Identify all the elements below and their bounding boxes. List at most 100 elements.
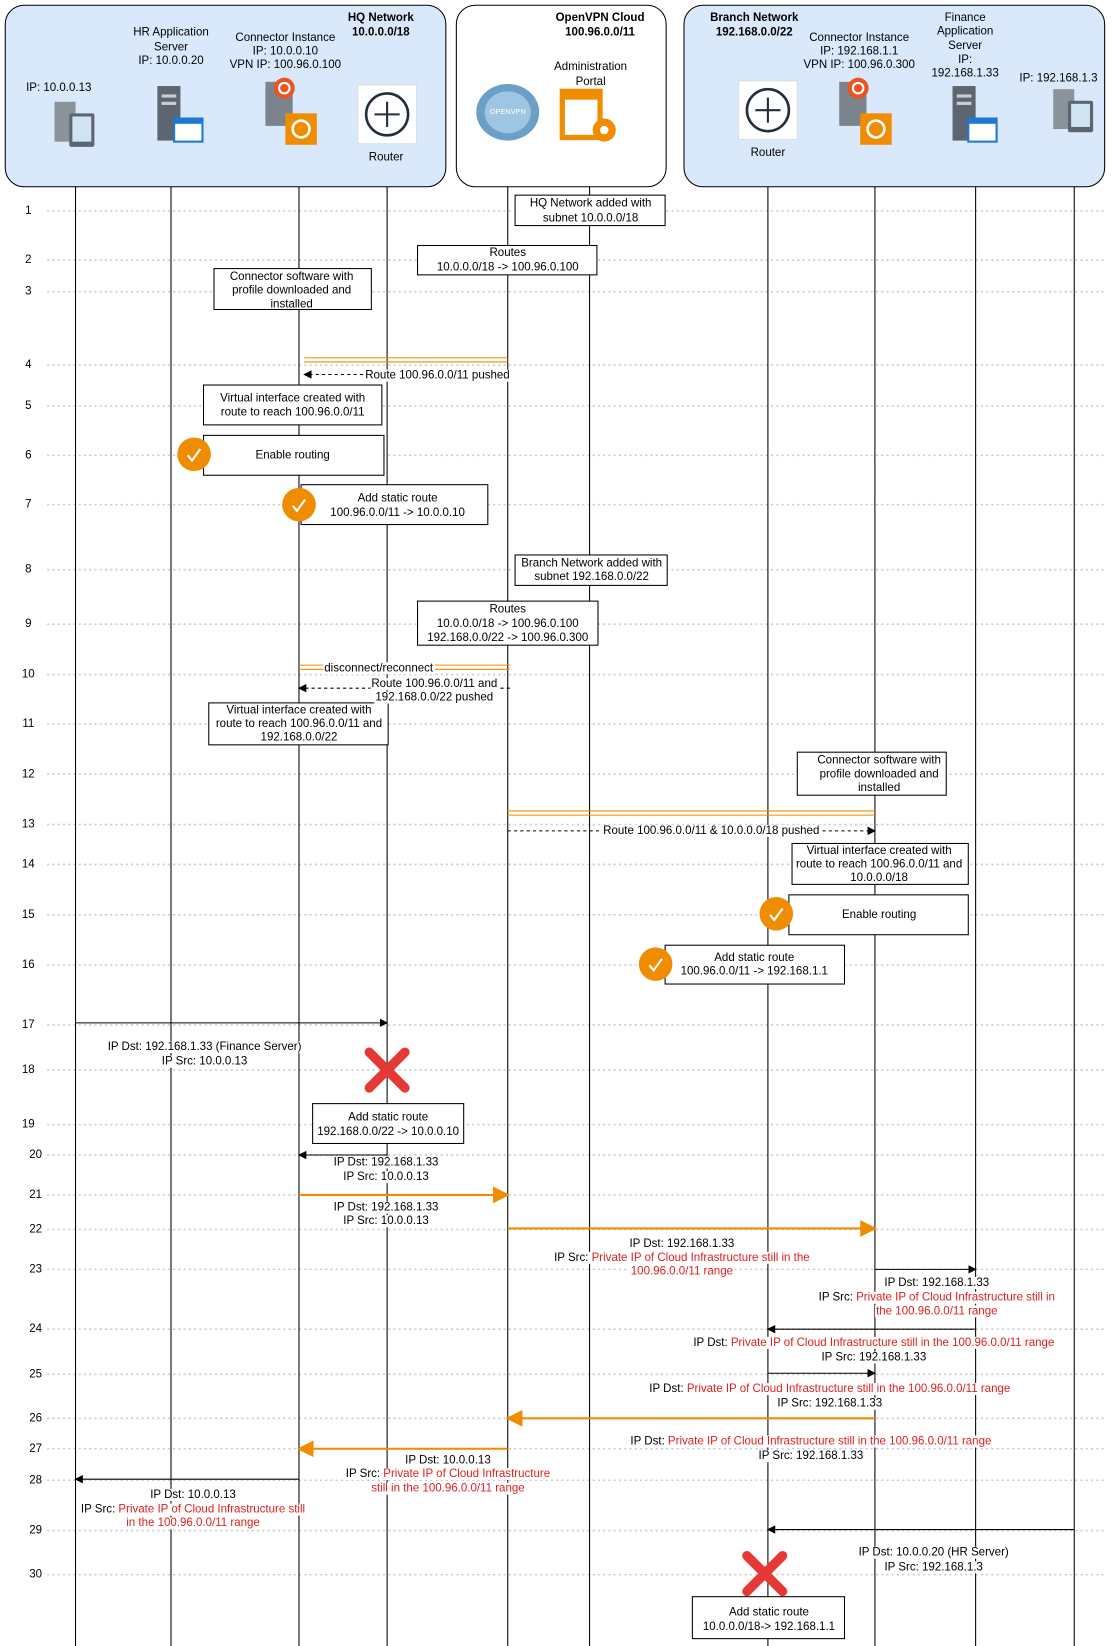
step-number: 25 [29, 1368, 42, 1380]
step-number: 22 [29, 1224, 42, 1236]
note-text: Add static route [714, 952, 794, 964]
label-background [342, 1215, 430, 1228]
note-text: Branch Network added with [521, 557, 662, 569]
message-label: IP Dst: Private IP of Cloud Infrastructur… [630, 1435, 991, 1447]
note-text: 10.0.0.0/18 -> 100.96.0.100 [437, 262, 579, 274]
step-number: 14 [22, 858, 35, 870]
note-box [691, 1596, 846, 1640]
note-box [208, 702, 389, 746]
message-label: Route 100.96.0.0/11 & 10.0.0.0/18 pushed [603, 825, 819, 837]
message-label: IP Dst: 192.168.1.33 [334, 1156, 439, 1168]
note-box [202, 434, 385, 476]
label-background [628, 1238, 736, 1251]
note-text: Add static route [729, 1606, 809, 1618]
message-label: disconnect/reconnect [324, 662, 434, 674]
label-background [820, 1351, 928, 1364]
step-number: 29 [29, 1525, 42, 1537]
label-background [374, 691, 495, 704]
note-text: subnet 192.168.0.0/22 [534, 571, 649, 583]
step-number: 8 [25, 564, 31, 576]
failure-icon [364, 1047, 410, 1093]
step-number: 23 [29, 1263, 42, 1275]
step-number: 21 [29, 1189, 42, 1201]
label-red-text: Private IP of Cloud Infrastructure still… [668, 1435, 991, 1447]
network-group [4, 4, 447, 188]
node-label: Application [937, 26, 993, 38]
note-text: route to reach 100.96.0.0/11 and [216, 718, 382, 730]
step-number: 11 [22, 718, 34, 730]
check-mark [769, 907, 784, 922]
message-label: IP Dst: 192.168.1.33 (Finance Server) [108, 1041, 302, 1053]
step-number: 30 [29, 1569, 42, 1581]
note-box [514, 194, 666, 227]
step-number: 12 [22, 768, 35, 780]
message-label: IP Src: 10.0.0.13 [162, 1056, 248, 1068]
label-text: IP Dst: [630, 1435, 664, 1447]
note-text: 100.96.0.0/11 -> 192.168.1.1 [681, 965, 828, 977]
note-text: Add static route [358, 492, 438, 504]
label-red-text: still in the 100.96.0.0/11 range [371, 1483, 524, 1495]
message-label: IP Dst: 192.168.1.33 [884, 1277, 989, 1289]
node-label: VPN IP: 100.96.0.100 [230, 59, 341, 71]
label-background [757, 1450, 865, 1463]
message-label: IP Src: Private IP of Cloud Infrastructur… [819, 1292, 1055, 1304]
node-label: IP: 10.0.0.10 [253, 45, 318, 57]
connector-icon [265, 77, 317, 145]
note-box [417, 600, 599, 646]
note-text: 192.168.0.0/22 [261, 732, 338, 744]
node-label: IP: [958, 54, 972, 66]
step-number: 16 [22, 959, 35, 971]
label-background [857, 1546, 1010, 1559]
label-background [323, 662, 435, 675]
label-background [883, 1561, 984, 1574]
note-text: Virtual interface created with [220, 393, 365, 405]
group-title: OpenVPN Cloud [556, 12, 645, 24]
message-label: still in the 100.96.0.0/11 range [371, 1483, 524, 1495]
node-label: HR Application [133, 27, 209, 39]
label-red-text: Private IP of Cloud Infrastructure still… [856, 1292, 1055, 1304]
step-number: 13 [22, 819, 35, 831]
node-label: Portal [576, 76, 606, 88]
step-number: 26 [29, 1412, 42, 1424]
step-number: 27 [29, 1443, 42, 1455]
group-title: 100.96.0.0/11 [565, 27, 635, 39]
note-text: Virtual interface created with [807, 845, 952, 857]
label-red-text: Private IP of Cloud Infrastructure still [118, 1504, 305, 1516]
label-red-text: Private IP of Cloud Infrastructure still… [731, 1337, 1054, 1349]
step-number: 2 [25, 254, 31, 266]
note-text: Connector software with [230, 271, 354, 283]
label-background [125, 1517, 261, 1530]
group-title: HQ Network [348, 12, 415, 24]
check-icon [282, 487, 316, 522]
step-number: 1 [25, 205, 31, 217]
node-label: VPN IP: 100.96.0.300 [803, 59, 914, 71]
note-text: installed [271, 298, 313, 310]
message-label: in the 100.96.0.0/11 range [126, 1517, 260, 1529]
group-title: 10.0.0.0/18 [352, 27, 410, 39]
message-label: Route 100.96.0.0/11 pushed [365, 370, 510, 382]
failure-icon [742, 1551, 788, 1597]
network-group [683, 4, 1106, 188]
note-box [788, 894, 969, 936]
label-red-text: Private IP of Cloud Infrastructure still… [687, 1383, 1010, 1395]
label-red-text: in the 100.96.0.0/11 range [126, 1517, 260, 1529]
group-title: Branch Network [710, 12, 799, 24]
message-label: the 100.96.0.0/11 range [876, 1305, 997, 1317]
label-background [553, 1251, 811, 1264]
node-label: Server [948, 40, 982, 52]
label-background [344, 1467, 552, 1480]
step-number: 9 [25, 618, 31, 630]
note-text: Enable routing [842, 909, 916, 921]
router-icon [738, 80, 798, 141]
check-icon [638, 947, 673, 981]
step-number: 19 [22, 1119, 35, 1131]
server-icon [157, 86, 204, 143]
background-layer [4, 4, 1107, 1646]
node-label: IP: 10.0.0.20 [138, 55, 203, 67]
node-label: IP: 10.0.0.13 [26, 82, 91, 94]
node-label: Server [154, 41, 188, 53]
note-text: 192.168.0.0/22 -> 100.96.0.300 [427, 632, 588, 644]
message-label: 192.168.0.0/22 pushed [375, 692, 493, 704]
label-text: IP Dst: [693, 1337, 727, 1349]
